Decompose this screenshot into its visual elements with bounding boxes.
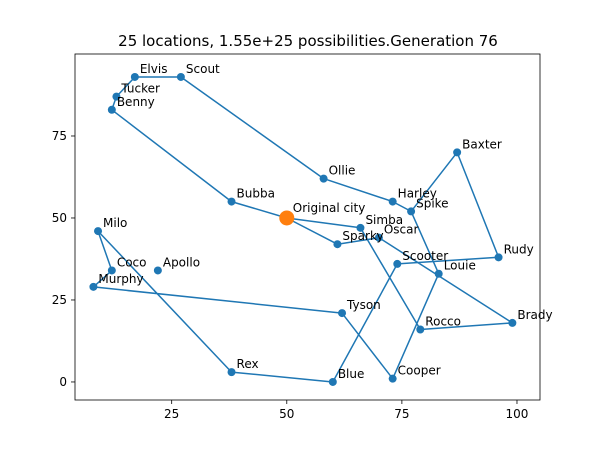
city-point-blue	[328, 377, 337, 386]
y-tick-label: 75	[52, 129, 67, 143]
city-label-louie: Louie	[444, 259, 476, 273]
city-label-murphy: Murphy	[98, 272, 143, 286]
city-label-ollie: Ollie	[329, 164, 356, 178]
city-point-benny	[107, 105, 116, 114]
original-city-point	[279, 210, 295, 226]
city-point-rocco	[416, 325, 425, 334]
chart-title: 25 locations, 1.55e+25 possibilities.Gen…	[118, 32, 498, 50]
city-label-blue: Blue	[338, 367, 365, 381]
city-label-baxter: Baxter	[462, 137, 502, 151]
city-label-brady: Brady	[517, 308, 552, 322]
city-point-rudy	[494, 253, 503, 262]
city-label-rudy: Rudy	[504, 242, 534, 256]
x-tick-label: 25	[164, 407, 179, 421]
y-tick-label: 50	[52, 211, 67, 225]
city-label-bubba: Bubba	[237, 187, 275, 201]
city-point-harley	[388, 197, 397, 206]
x-tick-label: 75	[394, 407, 409, 421]
original-city-label: Original city	[293, 201, 366, 215]
city-point-sparky	[333, 240, 342, 249]
city-label-elvis: Elvis	[140, 62, 168, 76]
city-point-apollo	[153, 266, 162, 275]
city-point-tucker	[112, 92, 121, 101]
city-point-milo	[94, 227, 103, 236]
city-label-tucker: Tucker	[120, 82, 160, 96]
city-point-bubba	[227, 197, 236, 206]
city-point-tyson	[338, 309, 347, 318]
city-point-brady	[508, 318, 517, 327]
city-label-simba: Simba	[365, 213, 403, 227]
y-tick-label: 0	[59, 375, 67, 389]
city-point-oscar	[374, 233, 383, 242]
city-label-scout: Scout	[186, 62, 220, 76]
city-point-murphy	[89, 282, 98, 291]
city-point-spike	[407, 207, 416, 216]
y-tick-label: 25	[52, 293, 67, 307]
city-point-simba	[356, 223, 365, 232]
city-label-sparky: Sparky	[342, 229, 383, 243]
city-point-coco	[107, 266, 116, 275]
city-label-cooper: Cooper	[398, 364, 441, 378]
city-point-elvis	[130, 72, 139, 81]
city-label-scooter: Scooter	[402, 249, 448, 263]
city-point-baxter	[453, 148, 462, 157]
city-label-rex: Rex	[237, 357, 259, 371]
city-label-rocco: Rocco	[425, 314, 461, 328]
axes-frame	[74, 53, 541, 401]
city-point-scooter	[393, 259, 402, 268]
city-label-spike: Spike	[416, 196, 448, 210]
city-label-oscar: Oscar	[384, 223, 419, 237]
city-point-louie	[434, 269, 443, 278]
city-label-coco: Coco	[117, 255, 147, 269]
city-label-milo: Milo	[103, 216, 127, 230]
city-point-scout	[176, 72, 185, 81]
city-point-rex	[227, 368, 236, 377]
city-label-apollo: Apollo	[163, 255, 200, 269]
city-point-cooper	[388, 374, 397, 383]
x-tick-label: 100	[506, 407, 529, 421]
city-label-tyson: Tyson	[346, 298, 381, 312]
x-tick-label: 50	[279, 407, 294, 421]
city-label-harley: Harley	[398, 187, 437, 201]
city-label-benny: Benny	[117, 95, 155, 109]
city-point-ollie	[319, 174, 328, 183]
